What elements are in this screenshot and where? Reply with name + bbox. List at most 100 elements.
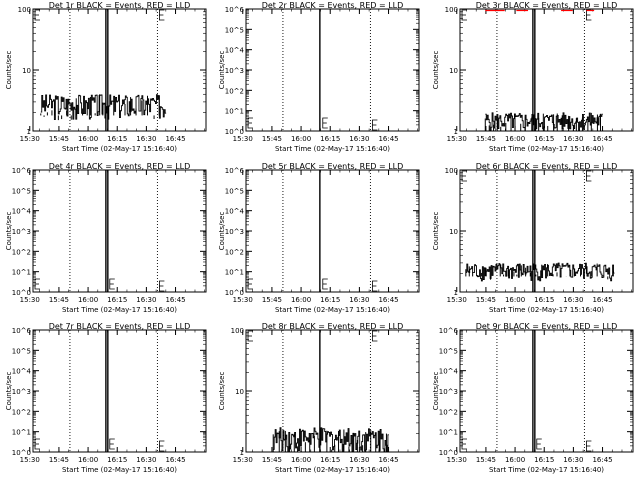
x-axis-label: Start Time (02-May-17 15:16:40) — [62, 466, 177, 474]
y-tick-label: 10^6 — [225, 167, 245, 175]
y-tick-label: 10^4 — [12, 208, 32, 216]
x-tick-label: 15:30 — [20, 135, 40, 143]
x-tick-label: 15:45 — [262, 456, 282, 464]
x-tick-label: 16:00 — [505, 135, 525, 143]
y-tick-label: 10^4 — [439, 368, 459, 376]
y-tick-label: 10 — [235, 388, 244, 396]
x-axis-label: Start Time (02-May-17 15:16:40) — [489, 306, 604, 314]
y-tick-label: 10^6 — [12, 327, 32, 335]
y-tick-label: 10^4 — [225, 47, 245, 55]
x-tick-label: 15:30 — [447, 456, 467, 464]
x-tick-label: 16:45 — [378, 296, 398, 304]
x-tick-label: 16:45 — [165, 296, 185, 304]
plot-frame — [459, 329, 634, 453]
x-tick-label: 16:15 — [320, 456, 340, 464]
events-trace — [273, 427, 389, 453]
panel-title: Det 3r BLACK = Events, RED = LLD — [476, 1, 618, 10]
x-tick-label: 15:45 — [49, 456, 69, 464]
x-tick-label: 16:15 — [534, 456, 554, 464]
y-tick-label: 10^2 — [12, 248, 31, 256]
x-axis-label: Start Time (02-May-17 15:16:40) — [275, 306, 390, 314]
x-tick-label: 16:15 — [320, 296, 340, 304]
y-tick-label: 10^4 — [12, 368, 32, 376]
y-axis-label: Counts/sec — [5, 212, 13, 251]
x-tick-label: 15:30 — [20, 456, 40, 464]
y-tick-label: 10^1 — [225, 108, 244, 116]
y-tick-label: 100 — [231, 327, 244, 335]
y-tick-label: 10^0 — [12, 289, 31, 297]
x-tick-label: 15:45 — [262, 135, 282, 143]
x-axis-label: Start Time (02-May-17 15:16:40) — [275, 145, 390, 153]
y-tick-label: 10^5 — [12, 347, 31, 355]
x-tick-label: 15:30 — [20, 296, 40, 304]
x-axis-label: Start Time (02-May-17 15:16:40) — [489, 145, 604, 153]
y-tick-label: 10^3 — [225, 228, 244, 236]
y-tick-label: 10^0 — [12, 449, 31, 457]
y-tick-label: 1 — [454, 128, 458, 136]
plot-frame — [245, 169, 420, 293]
y-tick-label: 10^6 — [225, 6, 245, 14]
panel-det-1r: Det 1r BLACK = Events, RED = LLD Counts/s… — [5, 1, 207, 153]
plot-frame — [245, 8, 420, 132]
events-trace — [485, 112, 603, 131]
x-tick-label: 16:15 — [320, 135, 340, 143]
y-tick-label: 10^1 — [12, 429, 31, 437]
panel-title: Det 7r BLACK = Events, RED = LLD — [49, 322, 191, 331]
x-tick-label: 16:00 — [78, 456, 98, 464]
y-tick-label: 100 — [445, 167, 458, 175]
y-axis-label: Counts/sec — [5, 372, 13, 411]
x-tick-label: 16:00 — [291, 135, 311, 143]
y-tick-label: 1 — [240, 449, 244, 457]
x-tick-label: 15:45 — [476, 135, 496, 143]
x-tick-label: 16:45 — [165, 135, 185, 143]
x-tick-label: 16:30 — [563, 296, 583, 304]
x-tick-label: 16:45 — [592, 135, 612, 143]
x-tick-label: 16:30 — [349, 456, 369, 464]
y-axis-label: Counts/sec — [218, 51, 226, 90]
panel-title: Det 6r BLACK = Events, RED = LLD — [476, 162, 618, 171]
y-tick-label: 10^4 — [225, 208, 245, 216]
panel-det-8r: Det 8r BLACK = Events, RED = LLD Counts/s… — [218, 322, 420, 474]
y-tick-label: 10^3 — [12, 388, 31, 396]
y-tick-label: 1 — [454, 289, 458, 297]
y-axis-label: Counts/sec — [218, 372, 226, 411]
y-axis-label: Counts/sec — [218, 212, 226, 251]
y-tick-label: 10^6 — [12, 167, 32, 175]
y-tick-label: 10^5 — [439, 347, 458, 355]
x-tick-label: 16:00 — [505, 296, 525, 304]
x-tick-label: 16:30 — [349, 296, 369, 304]
panel-title: Det 4r BLACK = Events, RED = LLD — [49, 162, 191, 171]
x-tick-label: 16:15 — [107, 296, 127, 304]
panel-title: Det 1r BLACK = Events, RED = LLD — [49, 1, 191, 10]
panel-det-9r: Det 9r BLACK = Events, RED = LLD Counts/s… — [432, 322, 634, 474]
y-tick-label: 10 — [22, 67, 31, 75]
x-tick-label: 16:30 — [136, 296, 156, 304]
y-tick-label: 10 — [449, 228, 458, 236]
y-tick-label: 100 — [445, 6, 458, 14]
y-tick-label: 10^0 — [225, 289, 244, 297]
x-tick-label: 15:30 — [447, 135, 467, 143]
y-tick-label: 10^5 — [12, 187, 31, 195]
y-axis-label: Counts/sec — [432, 372, 440, 411]
x-tick-label: 15:30 — [233, 296, 253, 304]
plot-frame — [459, 169, 634, 293]
y-tick-label: 10^3 — [439, 388, 458, 396]
x-tick-label: 16:15 — [107, 135, 127, 143]
x-axis-label: Start Time (02-May-17 15:16:40) — [275, 466, 390, 474]
y-tick-label: 10^1 — [439, 429, 458, 437]
panel-det-3r: Det 3r BLACK = Events, RED = LLD Counts/s… — [432, 1, 634, 153]
x-tick-label: 16:30 — [136, 456, 156, 464]
x-tick-label: 16:45 — [592, 456, 612, 464]
y-tick-label: 10^6 — [439, 327, 459, 335]
x-tick-label: 16:30 — [136, 135, 156, 143]
x-tick-label: 15:45 — [262, 296, 282, 304]
panel-title: Det 9r BLACK = Events, RED = LLD — [476, 322, 618, 331]
x-tick-label: 16:30 — [563, 456, 583, 464]
y-tick-label: 1 — [27, 128, 31, 136]
panel-title: Det 8r BLACK = Events, RED = LLD — [262, 322, 404, 331]
y-tick-label: 10^2 — [225, 248, 244, 256]
x-tick-label: 15:30 — [233, 456, 253, 464]
x-tick-label: 15:45 — [49, 135, 69, 143]
y-tick-label: 100 — [18, 6, 31, 14]
